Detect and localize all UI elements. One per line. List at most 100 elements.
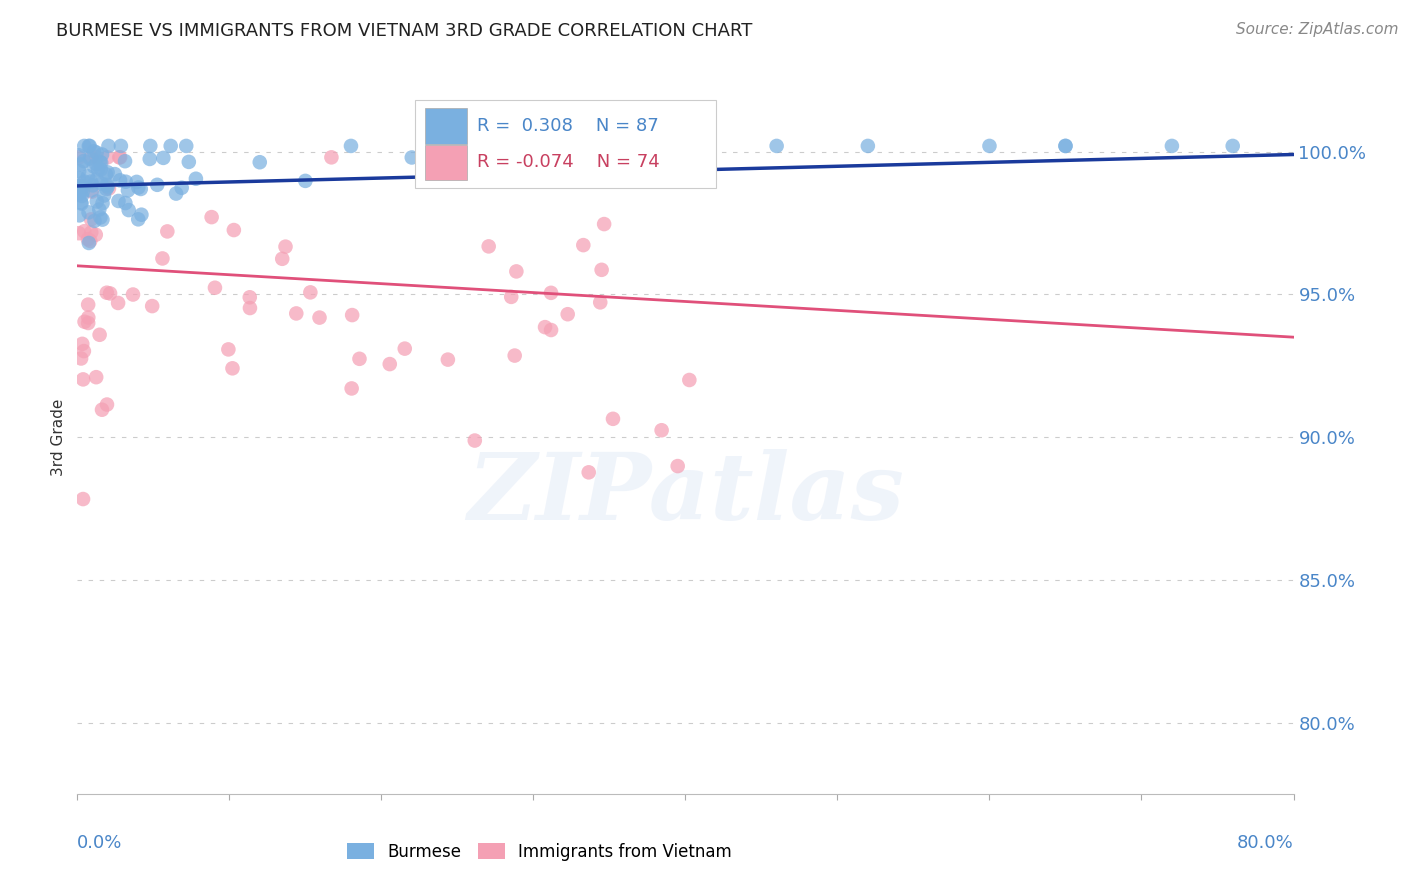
Point <box>79 234 101 248</box>
Point <box>340 139 363 153</box>
Point <box>152 151 174 165</box>
Point <box>401 151 423 165</box>
Point <box>129 182 152 196</box>
Point <box>89 327 111 342</box>
Point <box>589 154 612 169</box>
Text: ZIPatlas: ZIPatlas <box>467 450 904 539</box>
Point <box>84 157 107 171</box>
Point <box>204 281 226 295</box>
Point <box>73 315 96 329</box>
Point <box>73 139 96 153</box>
Point <box>86 194 108 209</box>
Point <box>96 178 118 192</box>
Point <box>73 224 96 238</box>
Point <box>89 202 111 217</box>
Point <box>239 290 262 304</box>
Point <box>72 336 94 351</box>
Point <box>69 185 91 199</box>
Point <box>114 175 136 189</box>
Point <box>80 184 103 198</box>
Point <box>84 370 107 384</box>
Point <box>70 351 93 366</box>
Point <box>340 308 363 322</box>
Point <box>131 208 153 222</box>
Point <box>271 252 294 266</box>
Point <box>146 178 169 192</box>
Point <box>69 179 91 194</box>
Point <box>578 466 600 480</box>
Point <box>80 226 103 240</box>
Point <box>70 189 93 203</box>
Point <box>67 164 90 178</box>
Point <box>90 155 112 169</box>
Point <box>77 297 100 311</box>
Point <box>340 381 363 395</box>
Point <box>127 180 149 194</box>
Point <box>70 195 93 210</box>
Point <box>86 172 108 186</box>
Point <box>170 180 193 194</box>
Point <box>152 252 174 266</box>
Point <box>97 179 120 194</box>
Point <box>201 210 224 224</box>
Point <box>87 162 110 177</box>
Point <box>67 226 90 240</box>
Point <box>91 196 114 211</box>
Point <box>1054 139 1077 153</box>
Point <box>108 173 131 187</box>
Point <box>97 181 120 195</box>
Point <box>285 306 308 320</box>
Point <box>979 139 1001 153</box>
Point <box>80 175 103 189</box>
Legend: Burmese, Immigrants from Vietnam: Burmese, Immigrants from Vietnam <box>340 837 738 868</box>
Point <box>349 351 371 366</box>
Point <box>378 357 401 371</box>
Point <box>77 139 100 153</box>
Point <box>572 238 595 252</box>
Text: R = -0.074    N = 74: R = -0.074 N = 74 <box>477 153 659 171</box>
Point <box>114 154 136 169</box>
Point <box>174 139 197 153</box>
Point <box>534 320 557 334</box>
Point <box>117 183 139 197</box>
Point <box>553 139 575 153</box>
Point <box>184 171 207 186</box>
Point <box>557 307 579 321</box>
Point <box>165 186 187 201</box>
Point <box>89 211 111 225</box>
Point <box>159 139 181 153</box>
Point <box>477 146 499 161</box>
Point <box>80 185 103 199</box>
Point <box>394 342 416 356</box>
Point <box>67 179 90 194</box>
Point <box>96 182 118 196</box>
Point <box>89 154 111 169</box>
Point <box>91 402 114 417</box>
Point <box>114 196 136 211</box>
Point <box>249 155 271 169</box>
Point <box>79 139 101 153</box>
Point <box>156 224 179 238</box>
Point <box>602 412 624 426</box>
Point <box>591 263 613 277</box>
Point <box>177 154 200 169</box>
Point <box>503 349 526 363</box>
Point <box>67 208 90 222</box>
Point <box>90 162 112 177</box>
Point <box>122 287 145 301</box>
Point <box>593 217 616 231</box>
Point <box>96 285 118 300</box>
Point <box>91 212 114 227</box>
Point <box>478 239 501 253</box>
Point <box>294 174 316 188</box>
Point <box>96 150 118 164</box>
Point <box>138 152 160 166</box>
Point <box>72 372 94 386</box>
Point <box>83 145 105 159</box>
Point <box>86 150 108 164</box>
Point <box>77 232 100 246</box>
Point <box>67 148 90 162</box>
Point <box>93 188 115 202</box>
Point <box>1222 139 1244 153</box>
Point <box>82 178 104 193</box>
